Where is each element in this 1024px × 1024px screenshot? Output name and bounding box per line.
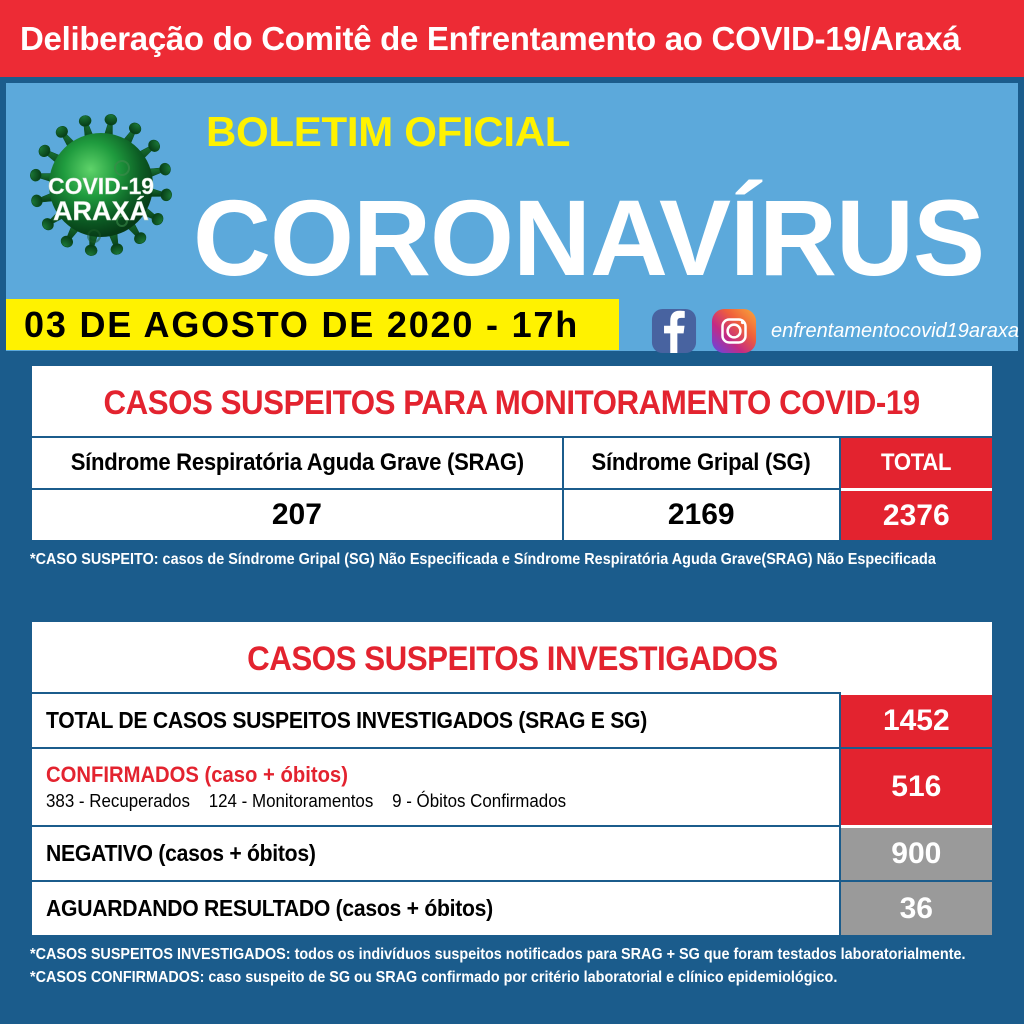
svg-text:ARAXÁ: ARAXÁ — [53, 195, 149, 226]
